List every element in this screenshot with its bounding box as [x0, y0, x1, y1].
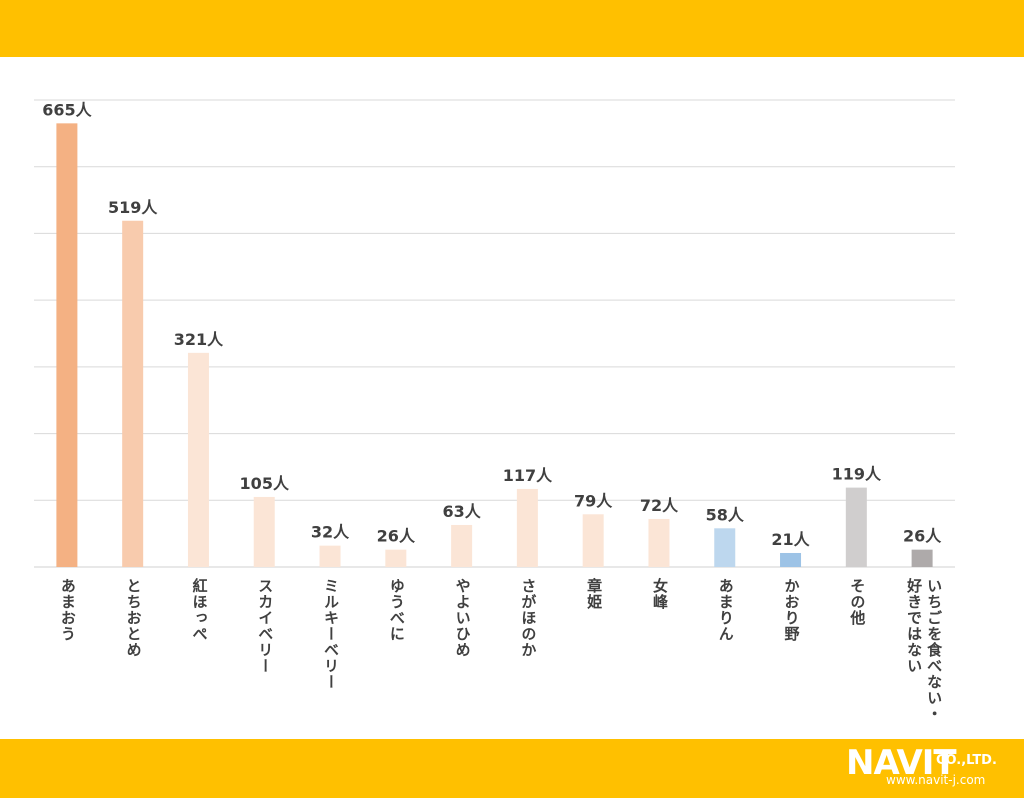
category-label-line: かおり野: [782, 578, 801, 642]
data-label: 119人: [832, 465, 882, 484]
category-label: 章姫: [582, 578, 604, 610]
category-label: やよいひめ: [451, 578, 473, 658]
category-label-line: あまおう: [58, 578, 77, 642]
category-label-line: さがほのか: [519, 578, 538, 658]
category-label-line: あまりん: [716, 578, 735, 642]
bar: [319, 545, 341, 567]
category-label-line: その他: [848, 578, 867, 626]
bar-chart: 665人 519人 321人 105人 32人 26人 63人 117人 79人 72人 58人 21…: [34, 99, 955, 568]
category-label: 女峰: [648, 578, 670, 610]
logo-url: www.navit-j.com: [886, 773, 986, 787]
category-label-line: 章姫: [585, 578, 604, 610]
bar: [714, 528, 736, 567]
data-labels: 665人 519人 321人 105人 32人 26人 63人 117人 79人 72人 58人 21…: [42, 100, 942, 549]
data-label: 321人: [174, 330, 224, 349]
category-label: 紅ほっぺ: [187, 578, 209, 642]
data-label: 58人: [706, 505, 745, 524]
category-label: あまりん: [714, 578, 736, 642]
bottom-banner: [0, 739, 1024, 798]
data-label: 26人: [903, 527, 942, 546]
category-label: さがほのか: [516, 578, 538, 658]
category-label: かおり野: [780, 578, 802, 642]
data-label: 117人: [503, 466, 553, 485]
bar: [253, 496, 275, 567]
data-label: 26人: [377, 527, 416, 546]
bar: [122, 220, 144, 567]
bar: [187, 352, 209, 567]
bar: [451, 524, 473, 567]
bar: [516, 488, 538, 567]
bar: [648, 518, 670, 567]
category-label: スカイベリー: [253, 578, 275, 674]
gridlines: [34, 99, 955, 568]
category-label-line: ゆうべに: [387, 578, 406, 642]
data-label: 79人: [574, 491, 613, 510]
data-label: 105人: [240, 474, 290, 493]
bar: [911, 549, 933, 567]
logo-brand: NAVIT: [846, 743, 957, 783]
bar: [780, 552, 802, 567]
category-label: あまおう: [56, 578, 78, 642]
navit-logo: NAVIT CO.,LTD. www.navit-j.com: [846, 743, 1018, 793]
category-label-line: ミルキーベリー: [322, 578, 341, 690]
data-label: 519人: [108, 198, 158, 217]
category-label-line: 紅ほっぺ: [190, 578, 209, 642]
bar: [582, 514, 604, 567]
category-label: とちおとめ: [122, 578, 144, 658]
bars: [56, 123, 933, 567]
logo-suffix: CO.,LTD.: [936, 753, 997, 768]
category-label-line: とちおとめ: [124, 578, 143, 658]
category-label-line: い・好きではない: [905, 578, 944, 722]
bar: [385, 549, 407, 567]
category-label: その他: [845, 578, 867, 626]
category-label-line: いちごを食べな: [925, 578, 944, 690]
category-label: ゆうべに: [385, 578, 407, 642]
data-label: 665人: [42, 100, 92, 119]
category-label-line: 女峰: [650, 578, 669, 610]
category-label: ミルキーベリー: [319, 578, 341, 690]
data-label: 63人: [442, 502, 481, 521]
data-label: 21人: [771, 530, 810, 549]
bar: [845, 487, 867, 567]
top-banner: [0, 0, 1024, 57]
category-label-line: スカイベリー: [256, 578, 275, 674]
data-label: 32人: [311, 523, 350, 542]
category-label: いちごを食べない・好きではない: [900, 578, 944, 728]
category-label-line: やよいひめ: [453, 578, 472, 658]
bar: [56, 123, 78, 567]
data-label: 72人: [640, 496, 679, 515]
